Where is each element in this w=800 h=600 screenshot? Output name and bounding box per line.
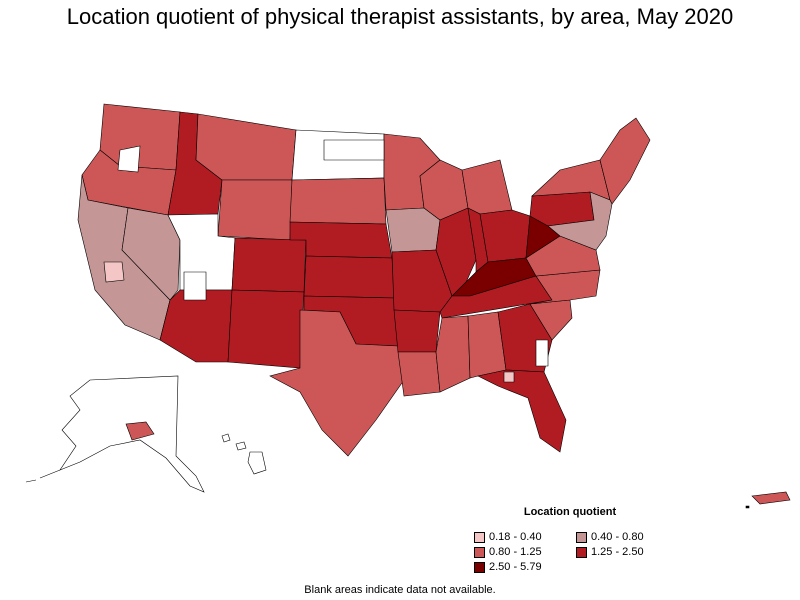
- region-hawaii-2: [235, 441, 247, 451]
- footnote: Blank areas indicate data not available.: [304, 584, 496, 596]
- region-arizona: [159, 289, 233, 363]
- legend-item: 0.80 - 1.25: [474, 545, 542, 559]
- contiguous-us: [77, 103, 651, 457]
- low-area-southeast: [503, 371, 515, 383]
- legend-title: Location quotient: [523, 506, 617, 518]
- legend-swatch: [576, 546, 587, 558]
- region-kansas: [303, 255, 395, 299]
- region-texas: [269, 309, 405, 457]
- region-arkansas: [393, 309, 441, 353]
- legend-label: 0.40 - 0.80: [591, 531, 644, 543]
- legend-label: 2.50 - 5.79: [489, 561, 542, 573]
- legend-item: 0.18 - 0.40: [474, 530, 542, 544]
- region-pennsylvania: [529, 191, 595, 227]
- legend-label: 0.18 - 0.40: [489, 531, 542, 543]
- legend-label: 1.25 - 2.50: [591, 546, 644, 558]
- region-puerto-rico-islet: [745, 505, 750, 509]
- blank-area-plains: [323, 139, 385, 161]
- blank-area-southwest: [183, 271, 207, 301]
- region-mississippi: [435, 315, 471, 393]
- region-hawaii-3: [247, 451, 267, 475]
- legend-swatch: [474, 531, 485, 543]
- region-wyoming: [217, 179, 293, 241]
- region-louisiana: [397, 351, 441, 397]
- region-michigan: [461, 159, 513, 215]
- puerto-rico: [745, 491, 791, 509]
- blank-area-southeast: [535, 339, 549, 367]
- region-colorado: [231, 237, 307, 293]
- legend-swatch: [474, 561, 485, 573]
- blank-area-west: [117, 145, 141, 173]
- region-new-mexico: [227, 289, 305, 369]
- legend-label: 0.80 - 1.25: [489, 546, 542, 558]
- legend-swatch: [474, 546, 485, 558]
- hawaii: [221, 433, 267, 475]
- region-alaska-islands: [25, 469, 61, 483]
- region-south-dakota: [289, 177, 387, 225]
- region-florida: [477, 369, 567, 453]
- region-montana: [195, 113, 297, 181]
- region-iowa: [385, 207, 441, 253]
- map-title: Location quotient of physical therapist …: [66, 4, 734, 29]
- region-mid-atlantic: [547, 191, 613, 251]
- low-area-california: [103, 261, 125, 283]
- legend-item: 0.40 - 0.80: [576, 530, 644, 544]
- region-hawaii-1: [221, 433, 231, 443]
- region-alaska-south: [125, 421, 155, 441]
- legend-item: 2.50 - 5.79: [474, 560, 542, 574]
- region-puerto-rico: [751, 491, 791, 505]
- region-ohio: [479, 209, 531, 263]
- legend-swatch: [576, 531, 587, 543]
- legend-item: 1.25 - 2.50: [576, 545, 644, 559]
- alaska: [25, 375, 205, 493]
- region-new-england: [599, 117, 651, 205]
